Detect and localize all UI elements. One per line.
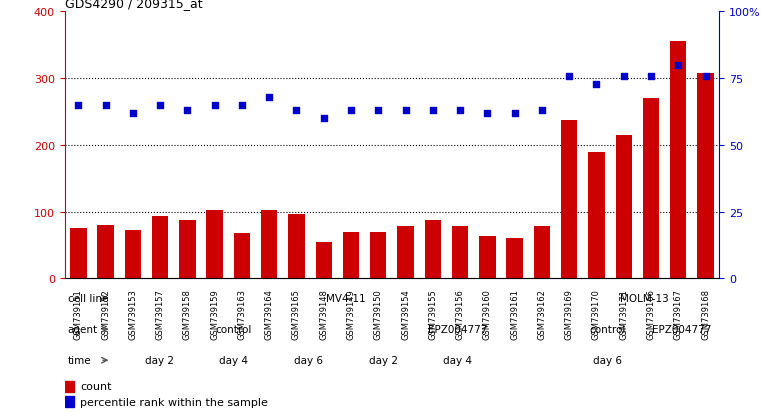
Bar <box>65 396 75 407</box>
Point <box>536 108 548 114</box>
Point <box>100 102 112 109</box>
Bar <box>697 74 714 279</box>
Text: time: time <box>68 355 91 366</box>
Point <box>181 108 193 114</box>
Point <box>291 108 303 114</box>
Point <box>672 62 684 69</box>
Point <box>563 73 575 80</box>
Bar <box>533 227 550 279</box>
Point <box>508 110 521 117</box>
Bar <box>206 210 223 279</box>
Bar <box>507 239 523 279</box>
Text: percentile rank within the sample: percentile rank within the sample <box>80 397 268 407</box>
Text: cell line: cell line <box>68 293 108 304</box>
Bar <box>316 242 332 279</box>
Text: day 6: day 6 <box>593 355 622 366</box>
Point <box>699 73 712 80</box>
Bar <box>152 217 168 279</box>
Text: agent: agent <box>68 324 97 335</box>
Bar <box>425 220 441 279</box>
Point <box>481 110 493 117</box>
Point <box>209 102 221 109</box>
Point <box>372 108 384 114</box>
Bar <box>616 135 632 279</box>
Bar <box>643 99 659 279</box>
Text: GDS4290 / 209315_at: GDS4290 / 209315_at <box>65 0 202 10</box>
Point <box>591 81 603 88</box>
Point <box>317 116 330 122</box>
Bar <box>180 220 196 279</box>
Point <box>127 110 139 117</box>
Text: control: control <box>589 324 626 335</box>
Bar <box>70 229 87 279</box>
Bar <box>261 210 277 279</box>
Bar <box>65 381 75 392</box>
Bar <box>288 214 304 279</box>
Point <box>427 108 439 114</box>
Point <box>236 102 248 109</box>
Bar <box>370 232 387 279</box>
Text: day 2: day 2 <box>145 355 174 366</box>
Point <box>263 94 275 101</box>
Text: day 2: day 2 <box>368 355 397 366</box>
Point <box>72 102 84 109</box>
Point <box>618 73 630 80</box>
Text: EPZ004777: EPZ004777 <box>652 324 712 335</box>
Point <box>645 73 657 80</box>
Text: MV4-11: MV4-11 <box>326 293 365 304</box>
Bar <box>479 236 495 279</box>
Bar <box>452 227 468 279</box>
Point <box>154 102 166 109</box>
Bar <box>234 233 250 279</box>
Bar <box>588 152 605 279</box>
Bar <box>125 231 141 279</box>
Text: day 4: day 4 <box>444 355 473 366</box>
Bar <box>561 121 578 279</box>
Bar <box>97 225 114 279</box>
Bar <box>670 43 686 279</box>
Point <box>345 108 357 114</box>
Point <box>454 108 466 114</box>
Text: count: count <box>80 382 111 392</box>
Text: day 6: day 6 <box>294 355 323 366</box>
Point <box>400 108 412 114</box>
Bar <box>343 232 359 279</box>
Text: control: control <box>215 324 252 335</box>
Bar <box>397 227 414 279</box>
Text: day 4: day 4 <box>219 355 248 366</box>
Text: MOLM-13: MOLM-13 <box>620 293 669 304</box>
Text: EPZ004777: EPZ004777 <box>428 324 488 335</box>
